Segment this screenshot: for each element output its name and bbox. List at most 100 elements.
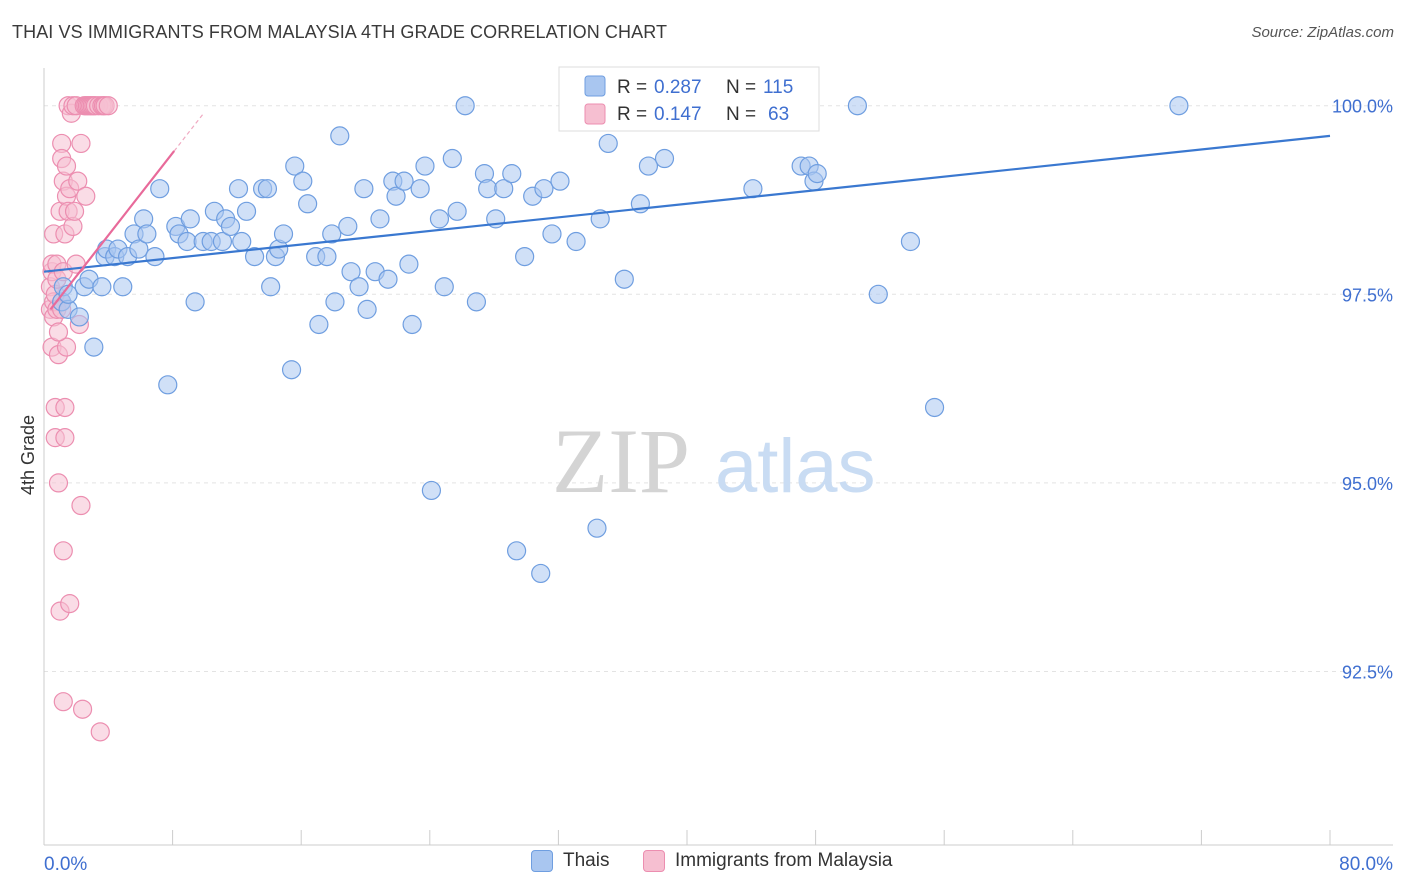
thais-point-30 (212, 231, 233, 252)
legend-item-thais[interactable]: Thais (531, 850, 609, 872)
thais-point-51 (325, 292, 345, 312)
legend-item-malaysia[interactable]: Immigrants from Malaysia (643, 850, 893, 872)
y-tick-label-3: 100.0% (1332, 97, 1393, 117)
y-axis-label: 4th Grade (18, 415, 38, 495)
thais-point-83 (531, 563, 551, 584)
thais-point-108 (924, 397, 945, 418)
thais-point-52 (330, 126, 350, 146)
thais-point-18 (137, 224, 157, 244)
thais-point-79 (502, 164, 522, 184)
malaysia-point-59 (98, 96, 118, 116)
watermark-zip: ZIP (552, 410, 690, 512)
thais-point-96 (638, 156, 659, 176)
malaysia-point-25 (55, 397, 75, 418)
thais-point-24 (177, 231, 197, 252)
malaysia-trend-line (49, 150, 176, 311)
thais-point-44 (285, 156, 305, 176)
malaysia-point-42 (71, 133, 91, 154)
thais-point-68 (421, 480, 442, 501)
thais-point-88 (566, 231, 586, 252)
thais-point-60 (378, 269, 398, 289)
thais-point-46 (298, 194, 318, 214)
stats-n-value-blue: 115 (763, 77, 793, 98)
y-tick-label-2: 97.5% (1342, 285, 1393, 305)
thais-point-63 (394, 171, 414, 191)
thais-point-8 (92, 277, 112, 297)
thais-point-107 (900, 231, 921, 252)
thais-point-85 (542, 224, 562, 244)
thais-point-43 (281, 360, 302, 380)
thais-point-38 (257, 179, 278, 199)
thais-point-62 (386, 186, 406, 206)
legend-swatch-malaysia (643, 850, 665, 872)
stats-n-value-pink: 63 (768, 104, 789, 125)
thais-point-78 (494, 179, 514, 199)
thais-point-81 (515, 246, 535, 267)
thais-point-25 (180, 209, 200, 229)
legend-label-thais: Thais (563, 850, 610, 871)
thais-point-74 (466, 292, 487, 312)
thais-point-35 (236, 201, 257, 221)
y-tick-label-0: 92.5% (1342, 662, 1393, 682)
thais-trend-line (43, 134, 1331, 273)
malaysia-point-61 (48, 322, 69, 342)
malaysia-point-46 (76, 186, 96, 206)
thais-point-53 (338, 216, 358, 237)
thais-point-49 (317, 246, 337, 267)
malaysia-point-38 (66, 254, 86, 274)
thais-point-66 (410, 179, 430, 199)
thais-point-55 (349, 277, 369, 297)
thais-point-100 (743, 179, 763, 199)
stats-swatch-blue (584, 75, 606, 97)
thais-point-42 (273, 224, 294, 244)
thais-point-90 (587, 518, 607, 538)
thais-point-65 (402, 314, 422, 335)
thais-point-76 (478, 179, 498, 199)
malaysia-point-23 (53, 541, 73, 561)
stats-r-value-pink: 0.147 (654, 104, 702, 125)
thais-point-19 (145, 246, 165, 267)
thais-point-4 (69, 307, 89, 327)
thais-point-67 (415, 156, 435, 176)
thais-point-104 (807, 164, 827, 184)
stats-r-label-pink: R = (617, 104, 647, 125)
thais-point-84 (534, 179, 554, 199)
thais-point-45 (293, 171, 313, 191)
stats-box: R = 0.287 N = 115 R = 0.147 N = 63 (558, 66, 820, 132)
stats-r-label-blue: R = (617, 77, 647, 98)
malaysia-point-60 (53, 692, 73, 712)
malaysia-point-26 (55, 428, 75, 448)
thais-point-72 (447, 201, 467, 221)
thais-point-54 (341, 262, 361, 282)
stats-n-label-pink: N = (726, 104, 756, 125)
malaysia-point-37 (64, 201, 85, 221)
x-tick-min: 0.0% (44, 854, 87, 875)
thais-point-7 (84, 337, 104, 357)
thais-point-64 (399, 254, 419, 274)
chart-title: THAI VS IMMIGRANTS FROM MALAYSIA 4TH GRA… (12, 22, 668, 42)
source-label: Source: ZipAtlas.com (1251, 24, 1394, 41)
thais-point-93 (614, 269, 634, 289)
malaysia-point-43 (71, 495, 91, 516)
stats-r-value-blue: 0.287 (654, 77, 702, 98)
thais-point-71 (442, 148, 462, 169)
y-tick-label-1: 95.0% (1342, 474, 1393, 494)
malaysia-point-14 (48, 473, 69, 493)
thais-point-97 (654, 148, 675, 169)
thais-point-16 (129, 239, 149, 259)
malaysia-point-40 (68, 171, 88, 191)
stats-n-label-blue: N = (726, 77, 756, 98)
watermark-atlas: atlas (715, 424, 876, 509)
malaysia-point-44 (72, 699, 93, 719)
thais-point-32 (220, 216, 241, 237)
legend-label-malaysia: Immigrants from Malaysia (675, 850, 893, 871)
malaysia-point-28 (56, 156, 77, 176)
thais-point-13 (113, 277, 133, 297)
thais-point-69 (429, 209, 450, 229)
x-tick-max: 80.0% (1339, 854, 1393, 875)
thais-point-34 (232, 231, 252, 252)
malaysia-point-29 (56, 337, 77, 357)
thais-point-59 (370, 209, 390, 229)
thais-point-86 (550, 171, 570, 191)
thais-point-39 (261, 277, 281, 297)
